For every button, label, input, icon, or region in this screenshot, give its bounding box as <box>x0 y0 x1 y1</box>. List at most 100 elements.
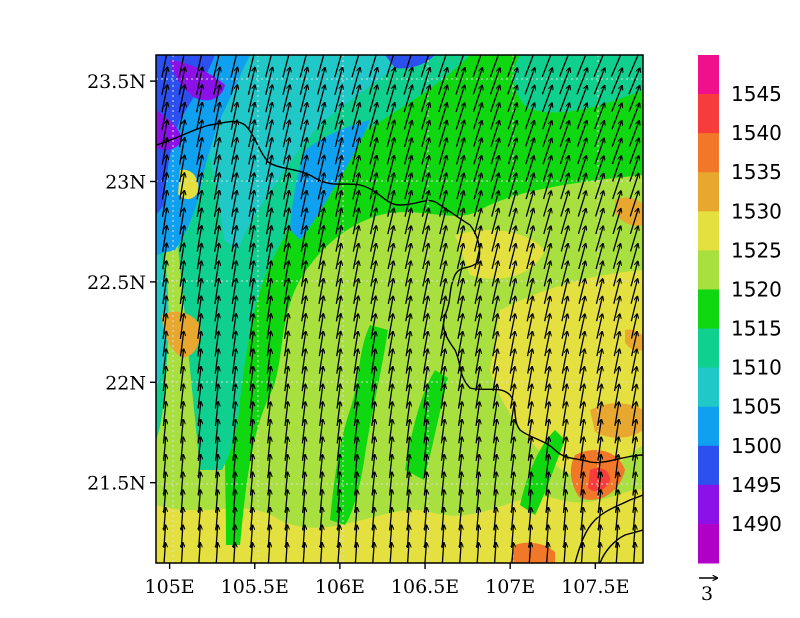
wind-vector-arrow <box>526 297 533 322</box>
wind-vector-arrow <box>457 279 463 305</box>
wind-vector-arrow <box>438 86 447 113</box>
wind-vector-arrow <box>475 367 480 392</box>
wind-vector-arrow <box>628 104 639 130</box>
colorbar-label: 1525 <box>731 238 782 262</box>
wind-vector-arrow <box>542 174 552 200</box>
wind-vector-arrow <box>353 314 358 339</box>
wind-vector-arrow <box>489 55 500 78</box>
wind-vector-arrow <box>474 332 481 357</box>
wind-vector-arrow <box>508 209 516 235</box>
wind-vector-arrow <box>593 68 604 95</box>
wind-vector-arrow <box>387 209 394 235</box>
wind-vector-arrow <box>300 244 306 270</box>
wind-vector-arrow <box>420 68 429 95</box>
colorbar-swatch <box>698 211 719 251</box>
wind-vector-arrow <box>404 174 412 200</box>
wind-vector-arrow <box>474 350 480 374</box>
wind-vector-arrow <box>266 279 271 305</box>
wind-vector-arrow <box>351 68 360 95</box>
wind-vector-arrow <box>369 209 377 235</box>
wind-vector-arrow <box>405 314 411 339</box>
wind-vector-arrow <box>178 103 184 130</box>
wind-vector-arrow <box>335 279 341 305</box>
colorbar-swatch <box>698 406 719 447</box>
wind-vector-arrow <box>196 138 202 165</box>
colorbar-swatch <box>698 250 719 290</box>
wind-vector-arrow <box>578 244 586 270</box>
wind-vector-arrow <box>576 121 587 147</box>
wind-vector-arrow <box>473 174 481 200</box>
wind-vector-arrow <box>334 138 342 165</box>
wind-vector-arrow <box>613 350 619 374</box>
wind-vector-arrow <box>405 350 410 374</box>
wind-vector-arrow <box>282 138 290 165</box>
wind-vector-arrow <box>214 226 219 252</box>
wind-vector-arrow <box>195 68 203 96</box>
wind-vector-arrow <box>438 138 446 165</box>
wind-vector-arrow <box>421 191 428 217</box>
wind-vector-arrow <box>477 543 479 563</box>
wind-vector-arrow <box>491 297 498 322</box>
wind-vector-arrow <box>230 55 238 78</box>
wind-vector-arrow <box>421 226 429 252</box>
wind-vector-arrow <box>560 244 568 270</box>
wind-vector-arrow <box>230 156 237 183</box>
wind-vector-arrow <box>559 156 569 182</box>
wind-vector-arrow <box>300 279 306 305</box>
wind-vector-arrow <box>455 86 465 113</box>
wind-vector-arrow <box>629 209 638 235</box>
blue-dark-northwest <box>156 55 215 215</box>
wind-vector-arrow <box>403 68 412 95</box>
wind-vector-arrow <box>614 385 619 409</box>
wind-vector-arrow <box>352 156 359 183</box>
y-tick-label: 23N <box>105 171 146 193</box>
wind-vector-arrow <box>317 156 324 183</box>
wind-vector-arrow <box>213 121 220 148</box>
wind-vector-arrow <box>630 279 637 304</box>
wind-vector-arrow <box>509 350 515 374</box>
wind-vector-arrow <box>161 138 167 165</box>
vector-reference-label: 3 <box>701 583 713 605</box>
wind-vector-arrow <box>595 209 604 235</box>
wind-vector-arrow <box>438 174 447 200</box>
wind-vector-arrow <box>387 226 394 252</box>
wind-vector-arrow <box>473 209 482 235</box>
wind-vector-arrow <box>196 261 202 287</box>
wind-vector-arrow <box>594 139 604 165</box>
x-tick-label: 106E <box>315 576 365 598</box>
wind-vector-arrow <box>178 68 185 96</box>
wind-vector-arrow <box>577 174 586 200</box>
wind-vector-arrow <box>316 55 326 78</box>
wind-vector-arrow <box>472 68 482 95</box>
wind-vector-arrow <box>473 156 482 182</box>
wind-vector-arrow <box>179 244 184 270</box>
wind-vector-arrow <box>576 68 587 95</box>
wind-vector-arrow <box>456 174 464 200</box>
wind-vector-arrow <box>578 279 585 304</box>
wind-vector-arrow <box>456 226 463 252</box>
wind-vector-arrow <box>509 279 516 304</box>
wind-vector-arrow <box>231 191 237 217</box>
wind-vector-arrow <box>472 55 482 78</box>
wind-vector-arrow <box>526 314 532 339</box>
wind-vector-arrow <box>370 279 376 305</box>
wind-vector-arrow <box>179 173 185 200</box>
wind-vector-arrow <box>334 173 342 200</box>
wind-vector-arrow <box>542 156 551 182</box>
wind-vector-arrow <box>300 209 306 235</box>
wind-vector-arrow <box>559 68 570 95</box>
wind-vector-arrow <box>543 226 551 252</box>
wind-vector-arrow <box>544 332 550 357</box>
wind-vector-arrow <box>507 86 517 113</box>
wind-vector-arrow <box>195 55 203 78</box>
wind-vector-arrow <box>455 103 464 130</box>
wind-vector-arrow <box>491 262 498 287</box>
wind-vector-arrow <box>283 279 288 305</box>
wind-vector-arrow <box>230 138 238 165</box>
wind-vector-arrow <box>179 191 184 218</box>
wind-vector-arrow <box>247 103 255 130</box>
wind-vector-arrow <box>439 209 446 235</box>
wind-vector-arrow <box>403 55 413 78</box>
wind-vector-arrow <box>404 191 411 217</box>
wind-vector-arrow <box>403 103 412 130</box>
